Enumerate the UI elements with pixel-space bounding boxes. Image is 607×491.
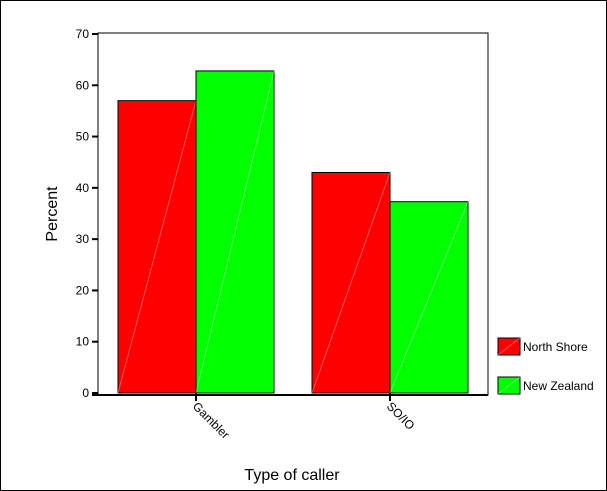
y-tick-label: 60 bbox=[76, 78, 90, 92]
bar-hatch-line bbox=[311, 172, 391, 394]
bar-north-shore-gambler bbox=[117, 100, 197, 394]
legend-swatch-north-shore bbox=[497, 337, 521, 356]
x-tick-label: Gambler bbox=[190, 399, 232, 441]
bar-north-shore-so-io bbox=[311, 171, 391, 394]
bars-group bbox=[117, 70, 469, 394]
bar-hatch-line bbox=[195, 70, 275, 394]
legend-swatch-hatch bbox=[497, 337, 521, 356]
bar-new-zealand-gambler bbox=[195, 70, 275, 394]
y-tick-label: 50 bbox=[76, 130, 90, 144]
y-tick-label: 30 bbox=[76, 232, 90, 246]
y-tick-label: 10 bbox=[76, 335, 90, 349]
y-axis: 0 10 20 30 40 50 60 70 bbox=[76, 27, 98, 400]
x-axis: Gambler SO/IO bbox=[92, 393, 488, 442]
bar-hatch-line bbox=[117, 100, 197, 394]
bar-new-zealand-so-io bbox=[389, 201, 469, 394]
legend-label: North Shore bbox=[523, 340, 588, 354]
x-axis-title: Type of caller bbox=[244, 467, 340, 484]
bar-hatch-line bbox=[389, 201, 469, 394]
y-tick-label: 20 bbox=[76, 283, 90, 297]
legend-swatch-new-zealand bbox=[497, 376, 521, 395]
legend: North Shore New Zealand bbox=[497, 337, 594, 395]
legend-label: New Zealand bbox=[523, 379, 594, 393]
y-axis-title: Percent bbox=[44, 186, 61, 242]
legend-swatch-hatch bbox=[497, 376, 521, 395]
x-tick-label: SO/IO bbox=[384, 399, 417, 432]
y-tick-label: 70 bbox=[76, 27, 90, 41]
y-tick-label: 40 bbox=[76, 181, 90, 195]
y-tick-label: 0 bbox=[82, 386, 89, 400]
